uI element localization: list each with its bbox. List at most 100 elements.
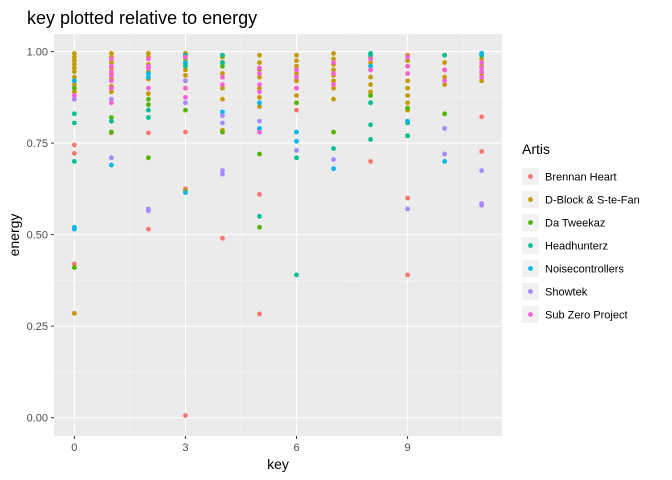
data-point [71, 159, 77, 164]
data-point [183, 78, 188, 84]
data-point [71, 142, 77, 148]
data-point [479, 78, 485, 84]
x-axis-title: key [267, 456, 289, 472]
data-point [331, 67, 336, 73]
data-point [71, 69, 77, 75]
data-point [257, 82, 262, 87]
data-point [294, 67, 299, 73]
data-point [479, 149, 485, 154]
data-point [220, 109, 225, 115]
data-point [108, 129, 114, 135]
data-point [294, 52, 299, 58]
legend-key [528, 266, 533, 271]
data-point [220, 113, 225, 119]
data-point [257, 60, 262, 65]
data-point [71, 261, 77, 267]
data-point [146, 65, 151, 71]
data-point [331, 51, 336, 56]
x-tick-label: 9 [405, 442, 411, 454]
data-point [183, 54, 188, 60]
data-point [220, 85, 225, 91]
x-tick-label: 6 [293, 442, 299, 454]
data-point [257, 85, 262, 91]
data-point [442, 159, 448, 164]
data-point [146, 85, 151, 91]
legend-title: Artis [522, 141, 550, 157]
data-point [220, 82, 225, 87]
data-point [368, 74, 373, 80]
data-point [257, 129, 262, 135]
data-point [108, 162, 114, 168]
y-tick-label: 0.75 [27, 138, 48, 150]
legend-key [528, 289, 533, 294]
grid-lines [54, 34, 502, 436]
data-point [368, 93, 373, 98]
x-tick-label: 3 [182, 442, 188, 454]
legend-label: Sub Zero Project [545, 310, 628, 322]
data-point [220, 120, 225, 126]
data-point [220, 129, 225, 135]
data-point [294, 100, 299, 106]
data-point [220, 171, 225, 177]
y-tick-label: 0.25 [27, 321, 48, 333]
data-point [479, 65, 485, 71]
data-point [108, 89, 114, 95]
x-tick-label: 0 [71, 442, 77, 454]
data-point [442, 111, 448, 117]
data-point [71, 51, 77, 56]
data-point [368, 137, 373, 142]
data-point [146, 208, 151, 214]
data-point [220, 52, 225, 58]
data-point [294, 63, 299, 69]
data-point [257, 94, 262, 100]
data-point [405, 71, 410, 76]
data-point [220, 63, 225, 69]
data-point [183, 413, 188, 418]
data-point [183, 129, 188, 135]
data-point [442, 52, 448, 58]
data-point [442, 60, 448, 65]
data-point [479, 202, 485, 208]
data-point [368, 89, 373, 95]
data-point [146, 130, 151, 136]
data-point [108, 155, 114, 161]
data-point [294, 148, 299, 153]
data-point [368, 159, 373, 164]
data-point [405, 63, 410, 69]
data-point [183, 63, 188, 69]
data-point [405, 206, 410, 212]
data-point [257, 89, 262, 95]
data-point [331, 157, 336, 162]
data-point [331, 56, 336, 62]
data-point [183, 190, 188, 195]
legend-label: D-Block & S-te-Fan [545, 195, 640, 207]
data-point [257, 151, 262, 157]
data-point [257, 65, 262, 71]
data-point [405, 85, 410, 91]
data-point [479, 56, 485, 62]
data-point [442, 151, 448, 157]
data-point [146, 226, 151, 232]
data-point [108, 100, 114, 106]
data-point [257, 71, 262, 76]
data-point [405, 195, 410, 201]
legend: Artis Brennan Heart D-Block & S-te-Fan Da … [522, 141, 640, 323]
data-point [479, 74, 485, 80]
data-point [479, 168, 485, 173]
data-point [146, 96, 151, 102]
data-point [442, 74, 448, 80]
data-point [257, 52, 262, 58]
data-point [405, 54, 410, 60]
data-point [71, 74, 77, 80]
data-point [146, 56, 151, 62]
data-point [479, 114, 485, 120]
data-point [71, 265, 77, 270]
data-point [294, 129, 299, 135]
legend-key [528, 174, 533, 179]
data-point [71, 89, 77, 95]
data-point [331, 85, 336, 91]
data-point [220, 235, 225, 241]
data-point [331, 78, 336, 84]
data-point [368, 122, 373, 128]
data-point [220, 71, 225, 76]
